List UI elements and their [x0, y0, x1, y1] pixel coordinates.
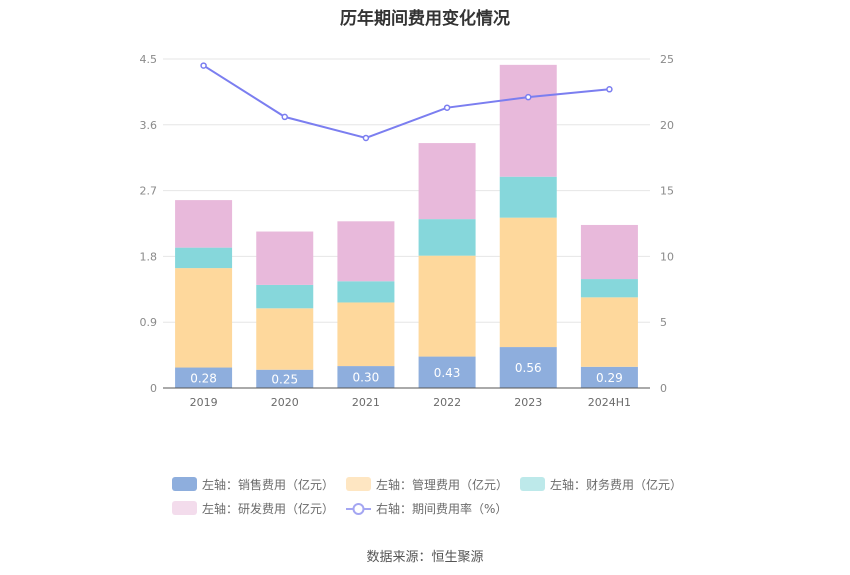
bar-sales: [175, 367, 233, 388]
data-label: 0.56: [515, 361, 542, 375]
data-label: 0.25: [271, 372, 298, 386]
x-axis-tick-label: 2022: [433, 396, 461, 409]
legend-swatch-sales: [172, 477, 197, 491]
right-axis-tick-label: 20: [660, 119, 674, 132]
bar-finance: [256, 284, 314, 309]
legend-label-rate: 右轴：期间费用率（%）: [376, 501, 508, 516]
legend-item-rate[interactable]: 右轴：期间费用率（%）: [346, 500, 507, 517]
data-label: 0.29: [596, 371, 623, 385]
bar-rd: [337, 221, 395, 282]
bar-rd: [580, 224, 638, 280]
left-axis-tick-label: 1.8: [140, 250, 158, 263]
line-point: [525, 93, 532, 101]
bar-admin: [337, 302, 395, 367]
legend-item-finance[interactable]: 左轴：财务费用（亿元）: [520, 476, 682, 493]
bar-admin: [256, 308, 314, 370]
legend: 左轴：销售费用（亿元） 左轴：管理费用（亿元） 左轴：财务费用（亿元） 左轴：研…: [172, 472, 732, 520]
line-expense-rate: [203, 64, 610, 140]
data-label: 0.43: [434, 366, 461, 380]
bar-sales: [499, 347, 557, 388]
bar-finance: [499, 176, 557, 218]
bar-rd: [256, 231, 314, 285]
right-axis-tick-label: 5: [660, 316, 667, 329]
bar-rd: [175, 200, 233, 248]
x-axis-tick-label: 2020: [271, 396, 299, 409]
legend-swatch-finance: [520, 477, 546, 491]
right-axis-tick-label: 15: [660, 185, 674, 198]
bar-admin: [499, 217, 557, 348]
line-point: [362, 134, 370, 142]
bar-finance: [580, 279, 638, 298]
bar-finance: [175, 247, 233, 269]
x-axis-tick-label: 2023: [514, 396, 542, 409]
line-point: [281, 113, 288, 121]
chart-title: 历年期间费用变化情况: [340, 9, 510, 29]
line-point: [443, 104, 451, 111]
legend-item-rd[interactable]: 左轴：研发费用（亿元）: [172, 500, 334, 517]
x-axis-tick-label: 2019: [190, 396, 218, 409]
bar-admin: [175, 268, 233, 368]
legend-swatch-rate: [346, 501, 372, 515]
legend-label-finance: 左轴：财务费用（亿元）: [550, 477, 683, 492]
left-axis-tick-label: 3.6: [140, 119, 158, 132]
line-point: [200, 62, 207, 69]
chart-plot: 0.28 0.25 0.30 0.43 0.56 0.29 0 0.9 1.8 2.7 3.6 4.…: [140, 53, 675, 409]
left-axis-tick-label: 4.5: [140, 53, 158, 66]
data-label-layer: 0.28 0.25 0.30 0.43 0.56 0.29: [190, 361, 623, 386]
left-axis-tick-label: 0.9: [140, 316, 158, 329]
x-axis-tick-label: 2024H1: [588, 396, 631, 409]
left-axis-tick-label: 2.7: [140, 185, 158, 198]
right-axis-tick-label: 10: [660, 250, 674, 263]
line-series-layer: [200, 62, 613, 142]
legend-label-admin: 左轴：管理费用（亿元）: [376, 477, 509, 492]
bar-layer: [175, 64, 638, 388]
bar-admin: [580, 297, 638, 367]
right-axis-tick-label: 25: [660, 53, 674, 66]
bar-sales: [418, 356, 476, 388]
legend-label-rd: 左轴：研发费用（亿元）: [202, 501, 335, 516]
bar-sales: [580, 366, 638, 388]
bar-finance: [337, 281, 395, 303]
right-axis-tick-label: 0: [660, 382, 667, 395]
legend-label-sales: 左轴：销售费用（亿元）: [202, 477, 335, 492]
data-source: 数据来源：恒生聚源: [366, 550, 484, 565]
axis-layer: 0 0.9 1.8 2.7 3.6 4.5 0 5 10 15 20 25 2019 2020 2021 20…: [140, 53, 675, 409]
legend-item-sales[interactable]: 左轴：销售费用（亿元）: [172, 476, 334, 493]
bar-sales: [337, 366, 395, 388]
legend-swatch-rd: [172, 501, 197, 515]
x-axis-tick-label: 2021: [352, 396, 380, 409]
legend-item-admin[interactable]: 左轴：管理费用（亿元）: [346, 476, 508, 493]
bar-finance: [418, 219, 476, 256]
bar-rd: [499, 64, 557, 177]
bar-sales: [256, 369, 314, 388]
left-axis-tick-label: 0: [150, 382, 157, 395]
legend-swatch-admin: [346, 477, 372, 491]
data-label: 0.30: [353, 371, 380, 385]
bar-admin: [418, 255, 476, 357]
line-point: [606, 86, 613, 93]
grid-lines: [163, 58, 650, 323]
data-label: 0.28: [190, 371, 217, 385]
bar-rd: [418, 143, 476, 220]
